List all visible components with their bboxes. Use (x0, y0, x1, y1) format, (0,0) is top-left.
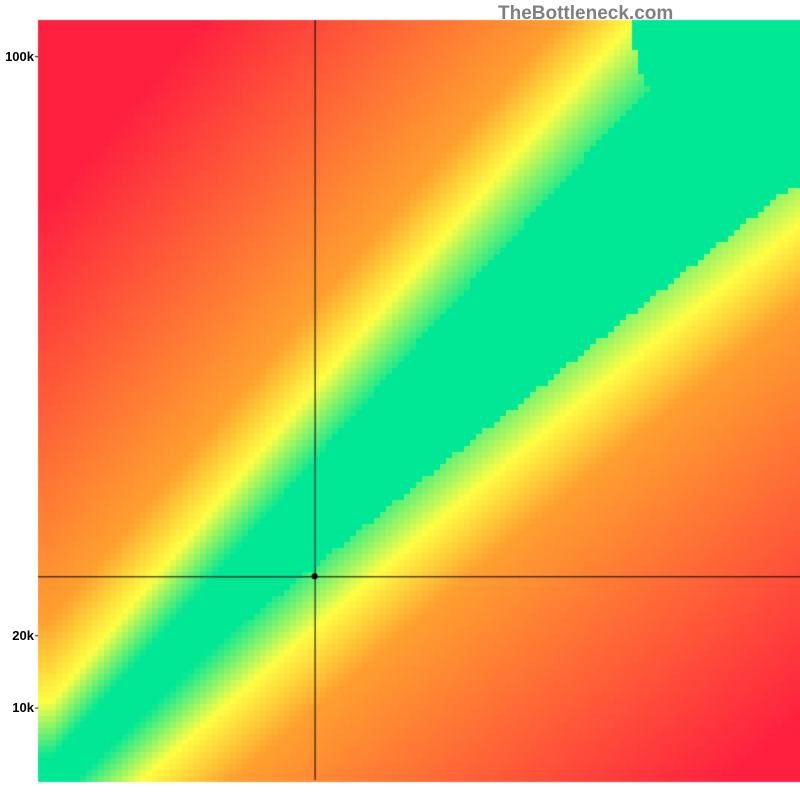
watermark-text: TheBottleneck.com (498, 3, 673, 25)
y-tick-label: 20k (0, 628, 34, 643)
heatmap-canvas (0, 0, 800, 800)
y-tick-label: 100k (0, 49, 34, 64)
y-tick-label: 10k (0, 700, 34, 715)
